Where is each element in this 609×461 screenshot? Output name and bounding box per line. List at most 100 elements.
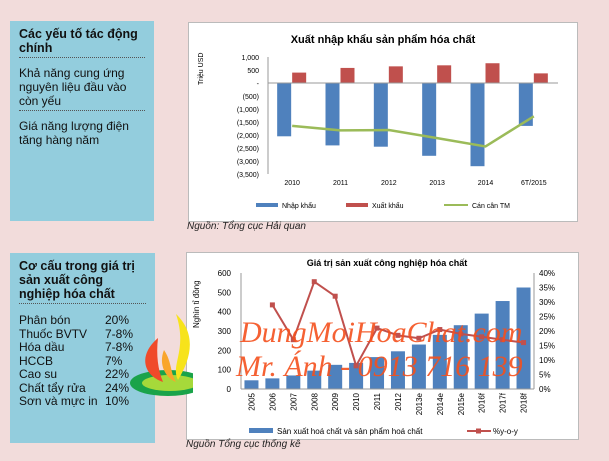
- y-tick-label: (3,000): [237, 159, 259, 166]
- yoy-marker: [311, 279, 317, 285]
- watermark-contact: Mr. Ánh - 0913 716 139: [236, 350, 523, 383]
- key-factors-title: Các yếu tố tác động chính: [19, 27, 145, 58]
- y-tick-label: 100: [218, 366, 232, 375]
- trade-chart: Xuất nhập khẩu sản phẩm hóa chất Triệu US…: [188, 22, 578, 222]
- y-tick-label: (1,500): [237, 120, 259, 127]
- y-tick-label: (500): [243, 94, 259, 101]
- yoy-marker: [500, 337, 506, 343]
- x-tick-label: 2018f: [520, 392, 529, 413]
- x-tick-label: 2013e: [415, 392, 424, 415]
- yoy-marker: [290, 337, 296, 343]
- bar-import: [277, 83, 292, 137]
- production-bar: [370, 357, 385, 389]
- structure-value: 7-8%: [105, 340, 134, 354]
- yoy-marker: [374, 325, 380, 331]
- structure-value: 10%: [105, 394, 130, 408]
- x-tick-label: 2008: [310, 392, 319, 410]
- bar-export: [533, 73, 548, 83]
- yoy-marker: [353, 363, 359, 369]
- structure-value: 7-8%: [105, 326, 134, 341]
- source-customs: Nguồn: Tổng cục Hải quan: [187, 221, 306, 232]
- structure-label: Hóa dầu: [19, 340, 65, 354]
- source-statistics: Nguồn Tổng cục thống kê: [186, 439, 301, 450]
- yoy-marker: [458, 331, 464, 337]
- y-tick-label: 500: [247, 68, 259, 75]
- y-tick-label: 300: [218, 327, 232, 336]
- structure-label: HCCB: [19, 353, 54, 368]
- x-tick-label: 2014e: [436, 392, 445, 415]
- x-tick-label: 2011: [373, 392, 382, 410]
- structure-value: 7%: [105, 353, 123, 368]
- legend-label: Xuất khẩu: [372, 201, 404, 210]
- structure-value: 22%: [105, 367, 130, 381]
- y-tick-label: (1,000): [237, 107, 259, 114]
- structure-row: Phân bón 20%: [19, 313, 146, 328]
- x-tick-label: 2011: [333, 180, 348, 187]
- production-bar: [265, 378, 280, 389]
- production-bar: [286, 375, 301, 389]
- yoy-marker: [437, 327, 443, 333]
- y2-tick-label: 0%: [539, 385, 551, 394]
- structure-label: Phân bón: [19, 313, 71, 327]
- key-factor-item: Khả năng cung ứng nguyên liệu đầu vào cò…: [19, 66, 145, 111]
- y-tick-label: 0: [227, 385, 232, 394]
- x-tick-label: 2007: [289, 392, 298, 410]
- structure-row: Cao su 22%: [19, 367, 146, 382]
- bar-import: [518, 83, 533, 126]
- x-tick-label: 2009: [331, 392, 340, 410]
- y2-tick-label: 35%: [539, 284, 555, 293]
- key-factor-item: Giá năng lượng điện tăng hàng năm: [19, 119, 129, 147]
- production-bar: [495, 301, 510, 389]
- y2-tick-label: 15%: [539, 342, 555, 351]
- y-axis-title: Nghìn tỉ đồng: [192, 280, 201, 328]
- legend-swatch: [249, 428, 273, 433]
- yoy-marker: [269, 302, 275, 308]
- bar-export: [292, 72, 307, 83]
- structure-row: Thuốc BVTV 7-8%: [19, 326, 146, 342]
- trade-balance-line: [292, 115, 535, 148]
- y-tick-label: -: [257, 81, 260, 88]
- y-tick-label: 200: [218, 346, 232, 355]
- production-bar: [349, 362, 364, 389]
- structure-row: Sơn và mực in 10%: [19, 394, 146, 409]
- y2-tick-label: 30%: [539, 298, 555, 307]
- yoy-marker: [479, 334, 485, 340]
- structure-label: Sơn và mực in: [19, 394, 98, 408]
- y-axis-title: Triệu USD: [198, 53, 205, 85]
- y-tick-label: 500: [218, 288, 232, 297]
- x-tick-label: 2012: [394, 392, 403, 410]
- y-tick-label: 400: [218, 308, 232, 317]
- x-tick-label: 2012: [381, 180, 397, 187]
- yoy-marker: [332, 293, 338, 299]
- bar-export: [485, 63, 500, 83]
- legend-label: %y-o-y: [493, 427, 518, 436]
- bar-export: [340, 67, 355, 83]
- production-bar: [453, 325, 468, 389]
- x-tick-label: 2016f: [478, 392, 487, 413]
- legend-label: Sản xuất hoá chất và sản phẩm hoá chất: [277, 427, 423, 436]
- y-tick-label: 1,000: [241, 55, 259, 62]
- y-tick-label: 600: [218, 269, 232, 278]
- yoy-marker: [416, 335, 422, 341]
- x-tick-label: 2010: [284, 180, 300, 187]
- y2-tick-label: 40%: [539, 269, 555, 278]
- x-tick-label: 2006: [268, 392, 277, 410]
- watermark-site: DungMoiHoaChat.com: [240, 316, 523, 349]
- bar-export: [388, 66, 403, 83]
- production-bar: [390, 351, 405, 389]
- structure-row: Hóa dầu 7-8%: [19, 340, 146, 355]
- y2-tick-label: 25%: [539, 313, 555, 322]
- y2-tick-label: 5%: [539, 371, 551, 380]
- bar-import: [373, 83, 388, 147]
- production-bar: [432, 334, 447, 389]
- legend-marker: [476, 428, 481, 434]
- y2-tick-label: 10%: [539, 356, 555, 365]
- legend-label: Cán cân TM: [472, 203, 510, 210]
- bar-import: [422, 83, 437, 156]
- x-tick-label: 2005: [247, 392, 256, 410]
- y-tick-label: (2,000): [237, 133, 259, 140]
- structure-label: Cao su: [19, 367, 58, 381]
- production-chart: Giá trị sản xuất công nghiệp hóa chất Ngh…: [186, 252, 579, 440]
- production-bar: [328, 364, 343, 389]
- x-tick-label: 2017f: [499, 392, 508, 413]
